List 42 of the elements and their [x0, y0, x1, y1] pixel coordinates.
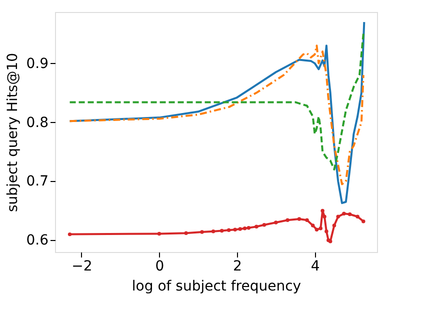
point [220, 228, 224, 233]
point [362, 219, 366, 224]
x-tick-label: 2 [233, 258, 242, 274]
x-tick-label: −2 [72, 258, 92, 274]
x-axis-title: log of subject frequency [132, 278, 302, 294]
y-axis-title: subject query Hits@10 [5, 52, 22, 212]
point [254, 224, 258, 229]
y-tick-label: 0.9 [26, 56, 48, 72]
point [200, 230, 204, 234]
y-tick-label: 0.7 [26, 174, 48, 190]
point [310, 224, 315, 228]
line-series [68, 44, 364, 186]
point [226, 228, 231, 232]
point [297, 217, 302, 221]
point [211, 229, 216, 234]
point [332, 224, 336, 228]
point [242, 226, 247, 230]
point [274, 220, 278, 224]
point [238, 227, 242, 231]
point [184, 231, 188, 235]
point [324, 229, 328, 234]
point [262, 223, 266, 227]
point [322, 214, 326, 218]
point [157, 232, 162, 236]
point [348, 212, 352, 216]
point [336, 214, 340, 218]
point [356, 214, 360, 218]
y-tick-label: 0.6 [26, 232, 49, 249]
point [246, 226, 251, 230]
y-tick-label: 0.8 [26, 114, 48, 131]
point [314, 228, 319, 232]
point [233, 228, 237, 232]
point [342, 212, 346, 216]
point [286, 218, 290, 222]
line-series [68, 21, 366, 204]
x-tick-label: 0 [155, 258, 164, 274]
x-tick-label: 4 [310, 258, 320, 274]
point [305, 218, 309, 222]
point [318, 226, 322, 230]
line-series [68, 32, 364, 170]
point [320, 208, 324, 213]
point [68, 232, 72, 236]
